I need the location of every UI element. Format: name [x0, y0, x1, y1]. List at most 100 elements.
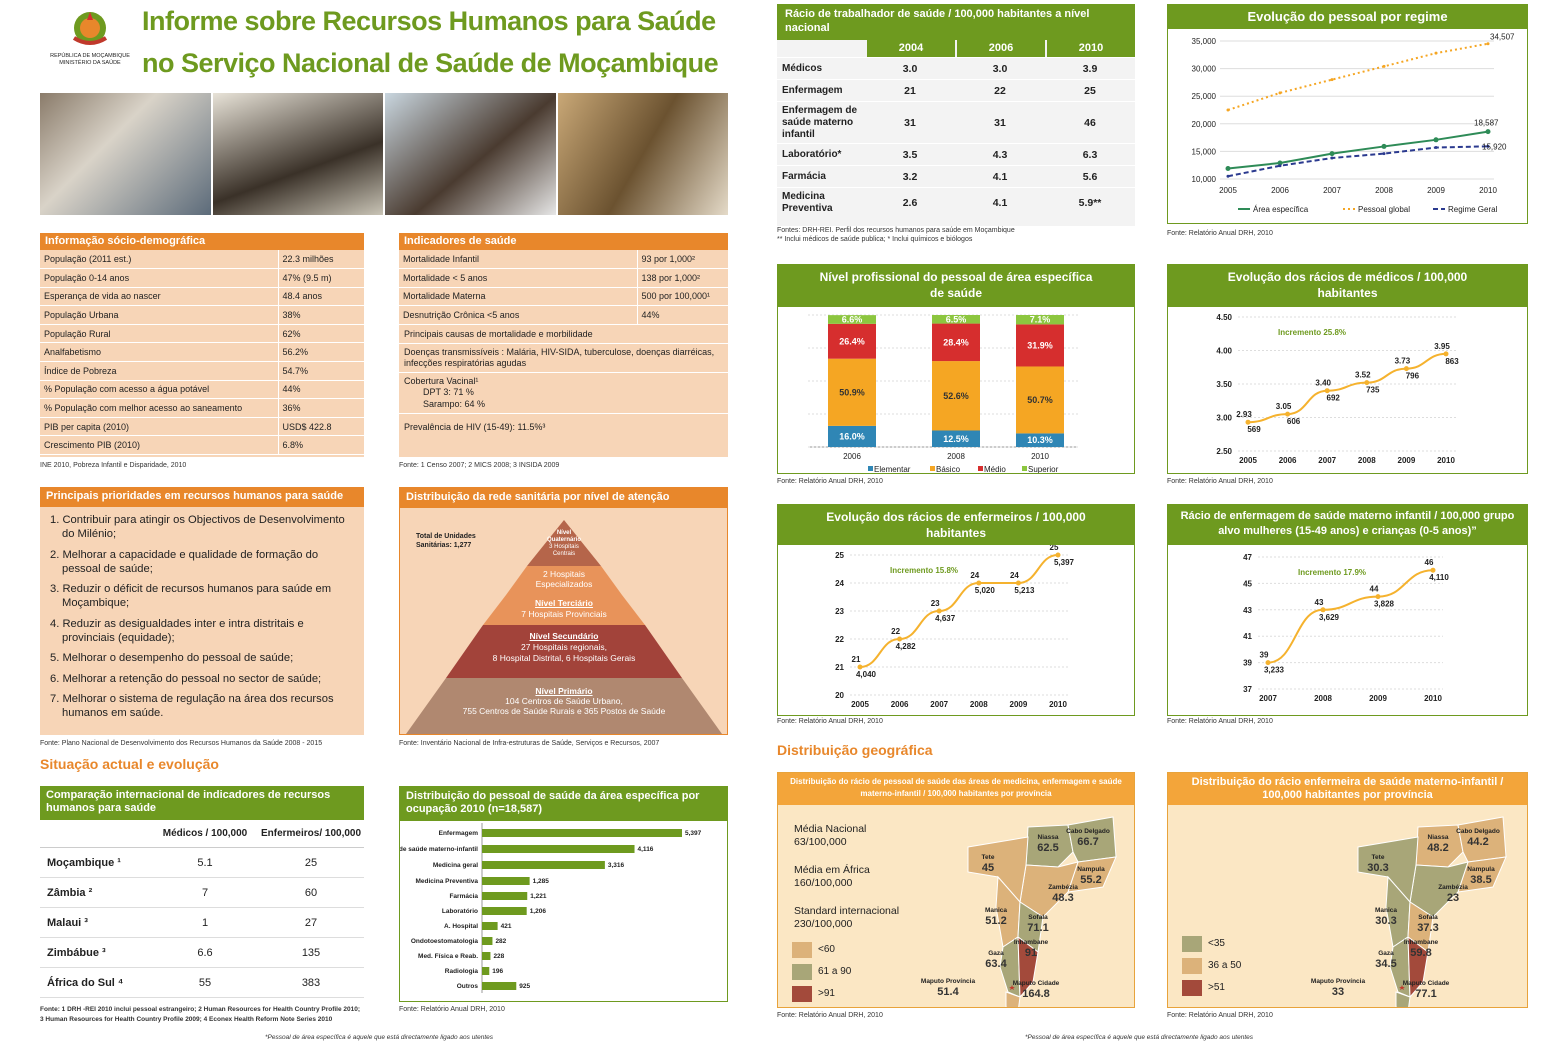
category-label: Outros	[457, 983, 479, 990]
y-tick-label: 41	[1243, 632, 1252, 641]
x-tick-label: 2008	[1358, 456, 1376, 465]
photo-nurses-3	[385, 93, 556, 215]
value-label: 23	[931, 599, 940, 608]
ratio-label: Médicos	[782, 62, 823, 74]
intl-title: Comparação internacional de indicadores …	[40, 786, 364, 820]
data-point	[1403, 366, 1409, 372]
province-name: Inhambane	[1404, 939, 1439, 946]
socio-title: Informação sócio-demográfica	[40, 233, 364, 250]
x-tick-label: 2006	[1271, 186, 1289, 195]
value-label: 25	[1050, 545, 1059, 552]
ratio-title: Rácio de trabalhador de saúde / 100,000 …	[777, 4, 1135, 40]
photo-nurses-1	[40, 93, 211, 215]
data-point	[936, 608, 942, 614]
province-name: Gaza	[988, 950, 1004, 957]
x-tick-label: 2008	[970, 700, 988, 709]
socio-label: População 0-14 anos	[40, 268, 279, 288]
data-point	[1330, 156, 1334, 160]
priority-item: 3. Reduzir o déficit de recursos humanos…	[50, 583, 332, 609]
label-area-especifica: 18,587	[1474, 119, 1499, 128]
nurses-source: Fonte: Relatório Anual DRH, 2010	[777, 718, 883, 725]
province-name: Manica	[985, 907, 1007, 914]
pyramid-title: Distribuição da rede sanitária por nível…	[400, 488, 727, 508]
value-label: 1,221	[530, 893, 547, 900]
category-label: Med. Física e Reab.	[418, 953, 478, 960]
socio-row: População (2011 est.) 22.3 milhões	[40, 250, 364, 270]
socio-value: 38%	[278, 305, 364, 325]
intl-col-doctors: Médicos / 100,000	[162, 827, 248, 839]
priority-item: 1. Contribuir para atingir os Objectivos…	[50, 514, 345, 540]
ratio-value: 25	[1084, 84, 1096, 97]
pyr-l3a: Nível Terciário	[535, 598, 593, 608]
x-tick-label: 2005	[851, 700, 869, 709]
ratio-value: 3.0	[992, 62, 1008, 75]
occupation-panel: Distribuição do pessoal de saúde da área…	[363, 786, 728, 1002]
x-tick-label: 2008	[1314, 694, 1332, 703]
x-tick-label: 2007	[1323, 186, 1341, 195]
socio-row: População Urbana 38%	[40, 305, 364, 325]
ratio-row: Medicina Preventiva 2.6 4.1 5.9**	[777, 187, 1135, 217]
emblem-icon	[72, 12, 108, 45]
data-point	[1329, 151, 1335, 157]
pyr-l1d: Centrais	[552, 551, 576, 557]
ratio-value: 31	[904, 116, 916, 129]
province-value: 30.3	[1375, 915, 1396, 927]
segment-label: 50.9%	[839, 387, 865, 397]
socio-row: População Rural 62%	[40, 324, 364, 344]
level-title: Nível profissional do pessoal de área es…	[778, 265, 1134, 307]
intl-doctors: 55	[198, 976, 212, 989]
x-tick-label: 2006	[843, 452, 861, 461]
province-value: 34.5	[1375, 958, 1396, 970]
pyr-l5b: 104 Centros de Saúde Urbano,	[505, 696, 623, 706]
hiv-prevalence: Prevalência de HIV (15-49): 11.5%³	[404, 421, 546, 432]
ratio-header: 2004 2006 2010	[777, 40, 1135, 57]
data-point	[1375, 594, 1381, 600]
socio-value: 6.8%	[278, 435, 364, 456]
count-label: 3,828	[1374, 600, 1395, 609]
legend-label: Superior	[1028, 465, 1059, 473]
bar-segment	[1016, 324, 1064, 367]
segment-label: 7.1%	[1030, 315, 1051, 325]
socio-row: % População com acesso a água potável 44%	[40, 380, 364, 400]
count-label: 5,020	[975, 586, 996, 595]
y-tick-label: 45	[1243, 579, 1252, 588]
segment-label: 12.5%	[943, 434, 969, 444]
priority-item: 5. Melhorar o desempenho do pessoal de s…	[50, 652, 294, 664]
province-value: 48.3	[1052, 892, 1073, 904]
intl-country: Zâmbia ²	[47, 886, 93, 899]
value-label: 22	[891, 627, 900, 636]
socio-row: Crescimento PIB (2010) 6.8%	[40, 435, 364, 456]
ratio-value: 3.5	[902, 148, 918, 161]
emblem-line1: REPÚBLICA DE MOÇAMBIQUE	[50, 53, 130, 59]
level-chart: 16.0% 50.9% 26.4% 6.6% 2006 12.5% 52.6% 28.4% 6.…	[808, 314, 1078, 474]
intl-row: Moçambique ¹ 5.1 25	[40, 848, 364, 878]
map1-title: Distribuição do rácio de pessoal de saúd…	[778, 773, 1134, 805]
value-label: 3.73	[1395, 357, 1411, 366]
province-name: Manica	[1375, 907, 1397, 914]
province-value: 51.2	[985, 915, 1006, 927]
pyramid-level-secondary	[446, 625, 682, 678]
bar	[482, 907, 527, 915]
x-tick-label: 2005	[1219, 186, 1237, 195]
doctors-chart: 4.50 4.00 3.50 3.00 2.50 2005 2006 2007 2008 2009…	[1216, 313, 1459, 465]
province-value: 164.8	[1022, 988, 1050, 1000]
data-point	[1430, 567, 1436, 573]
ratio-value: 6.3	[1082, 148, 1098, 161]
socio-label: Esperança de vida ao nascer	[40, 287, 279, 307]
map2-legend-low-swatch	[1182, 936, 1202, 952]
province-name: Tete	[982, 854, 995, 861]
value-label: 1,206	[530, 908, 547, 915]
indicator-row: Mortalidade Infantil 93 por 1,000²	[399, 250, 728, 270]
pyr-l2a: 2 Hospitais	[542, 569, 586, 579]
data-point	[1330, 78, 1334, 82]
socio-label: População Urbana	[40, 305, 279, 325]
x-tick-label: 2010	[1479, 186, 1497, 195]
occupation-title: Distribuição do pessoal de saúde da área…	[400, 787, 727, 821]
count-label: 4,110	[1429, 573, 1449, 582]
segment-label: 10.3%	[1027, 435, 1053, 445]
ratio-source-1: Fontes: DRH-REI. Perfil dos recursos hum…	[777, 227, 1015, 234]
map2-panel: Distribuição do rácio enfermeira de saúd…	[1167, 772, 1528, 1008]
x-tick-label: 2009	[1369, 694, 1387, 703]
data-point	[1364, 380, 1370, 386]
map1-legend-high: >91	[818, 988, 835, 999]
